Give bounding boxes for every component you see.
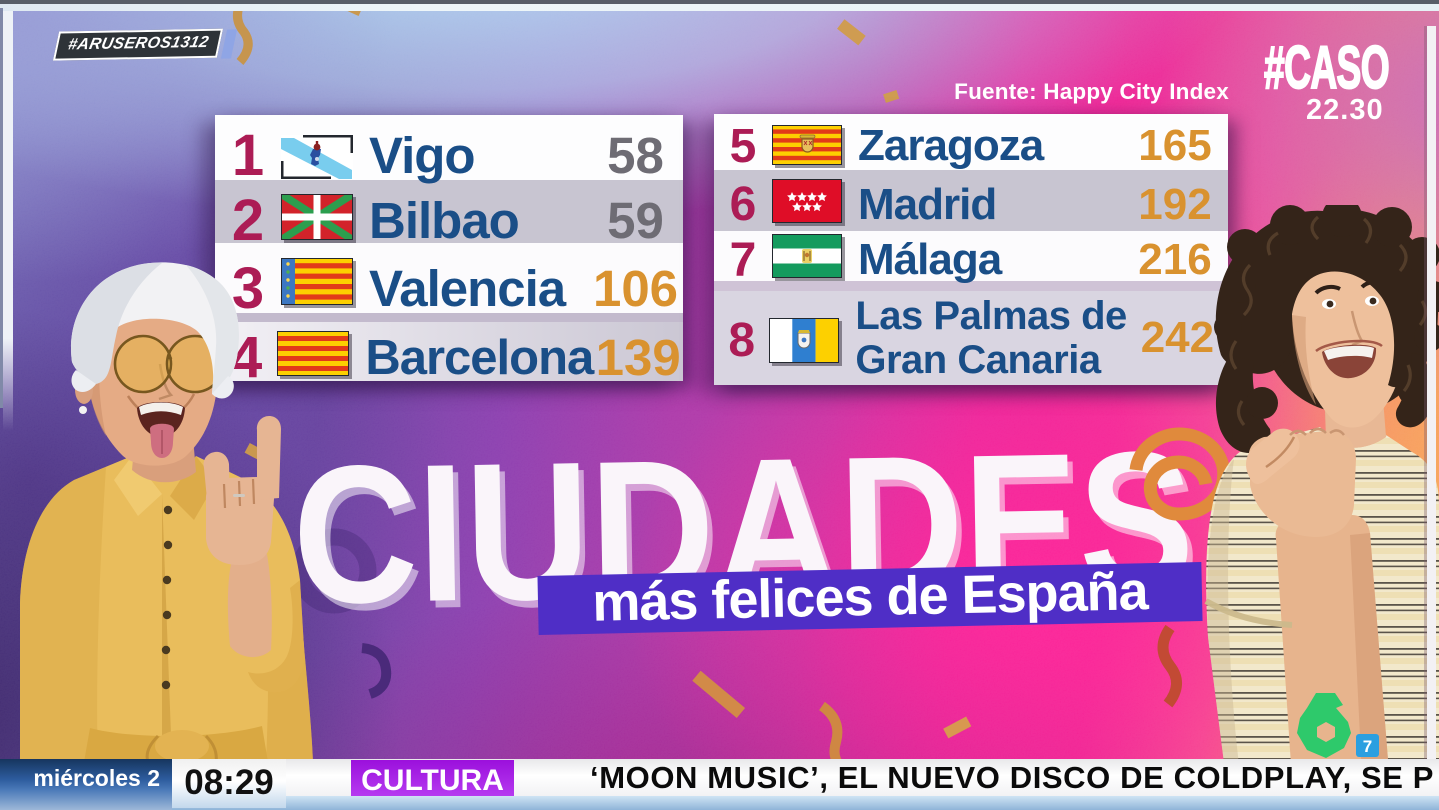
svg-text:7: 7 (1363, 737, 1372, 756)
